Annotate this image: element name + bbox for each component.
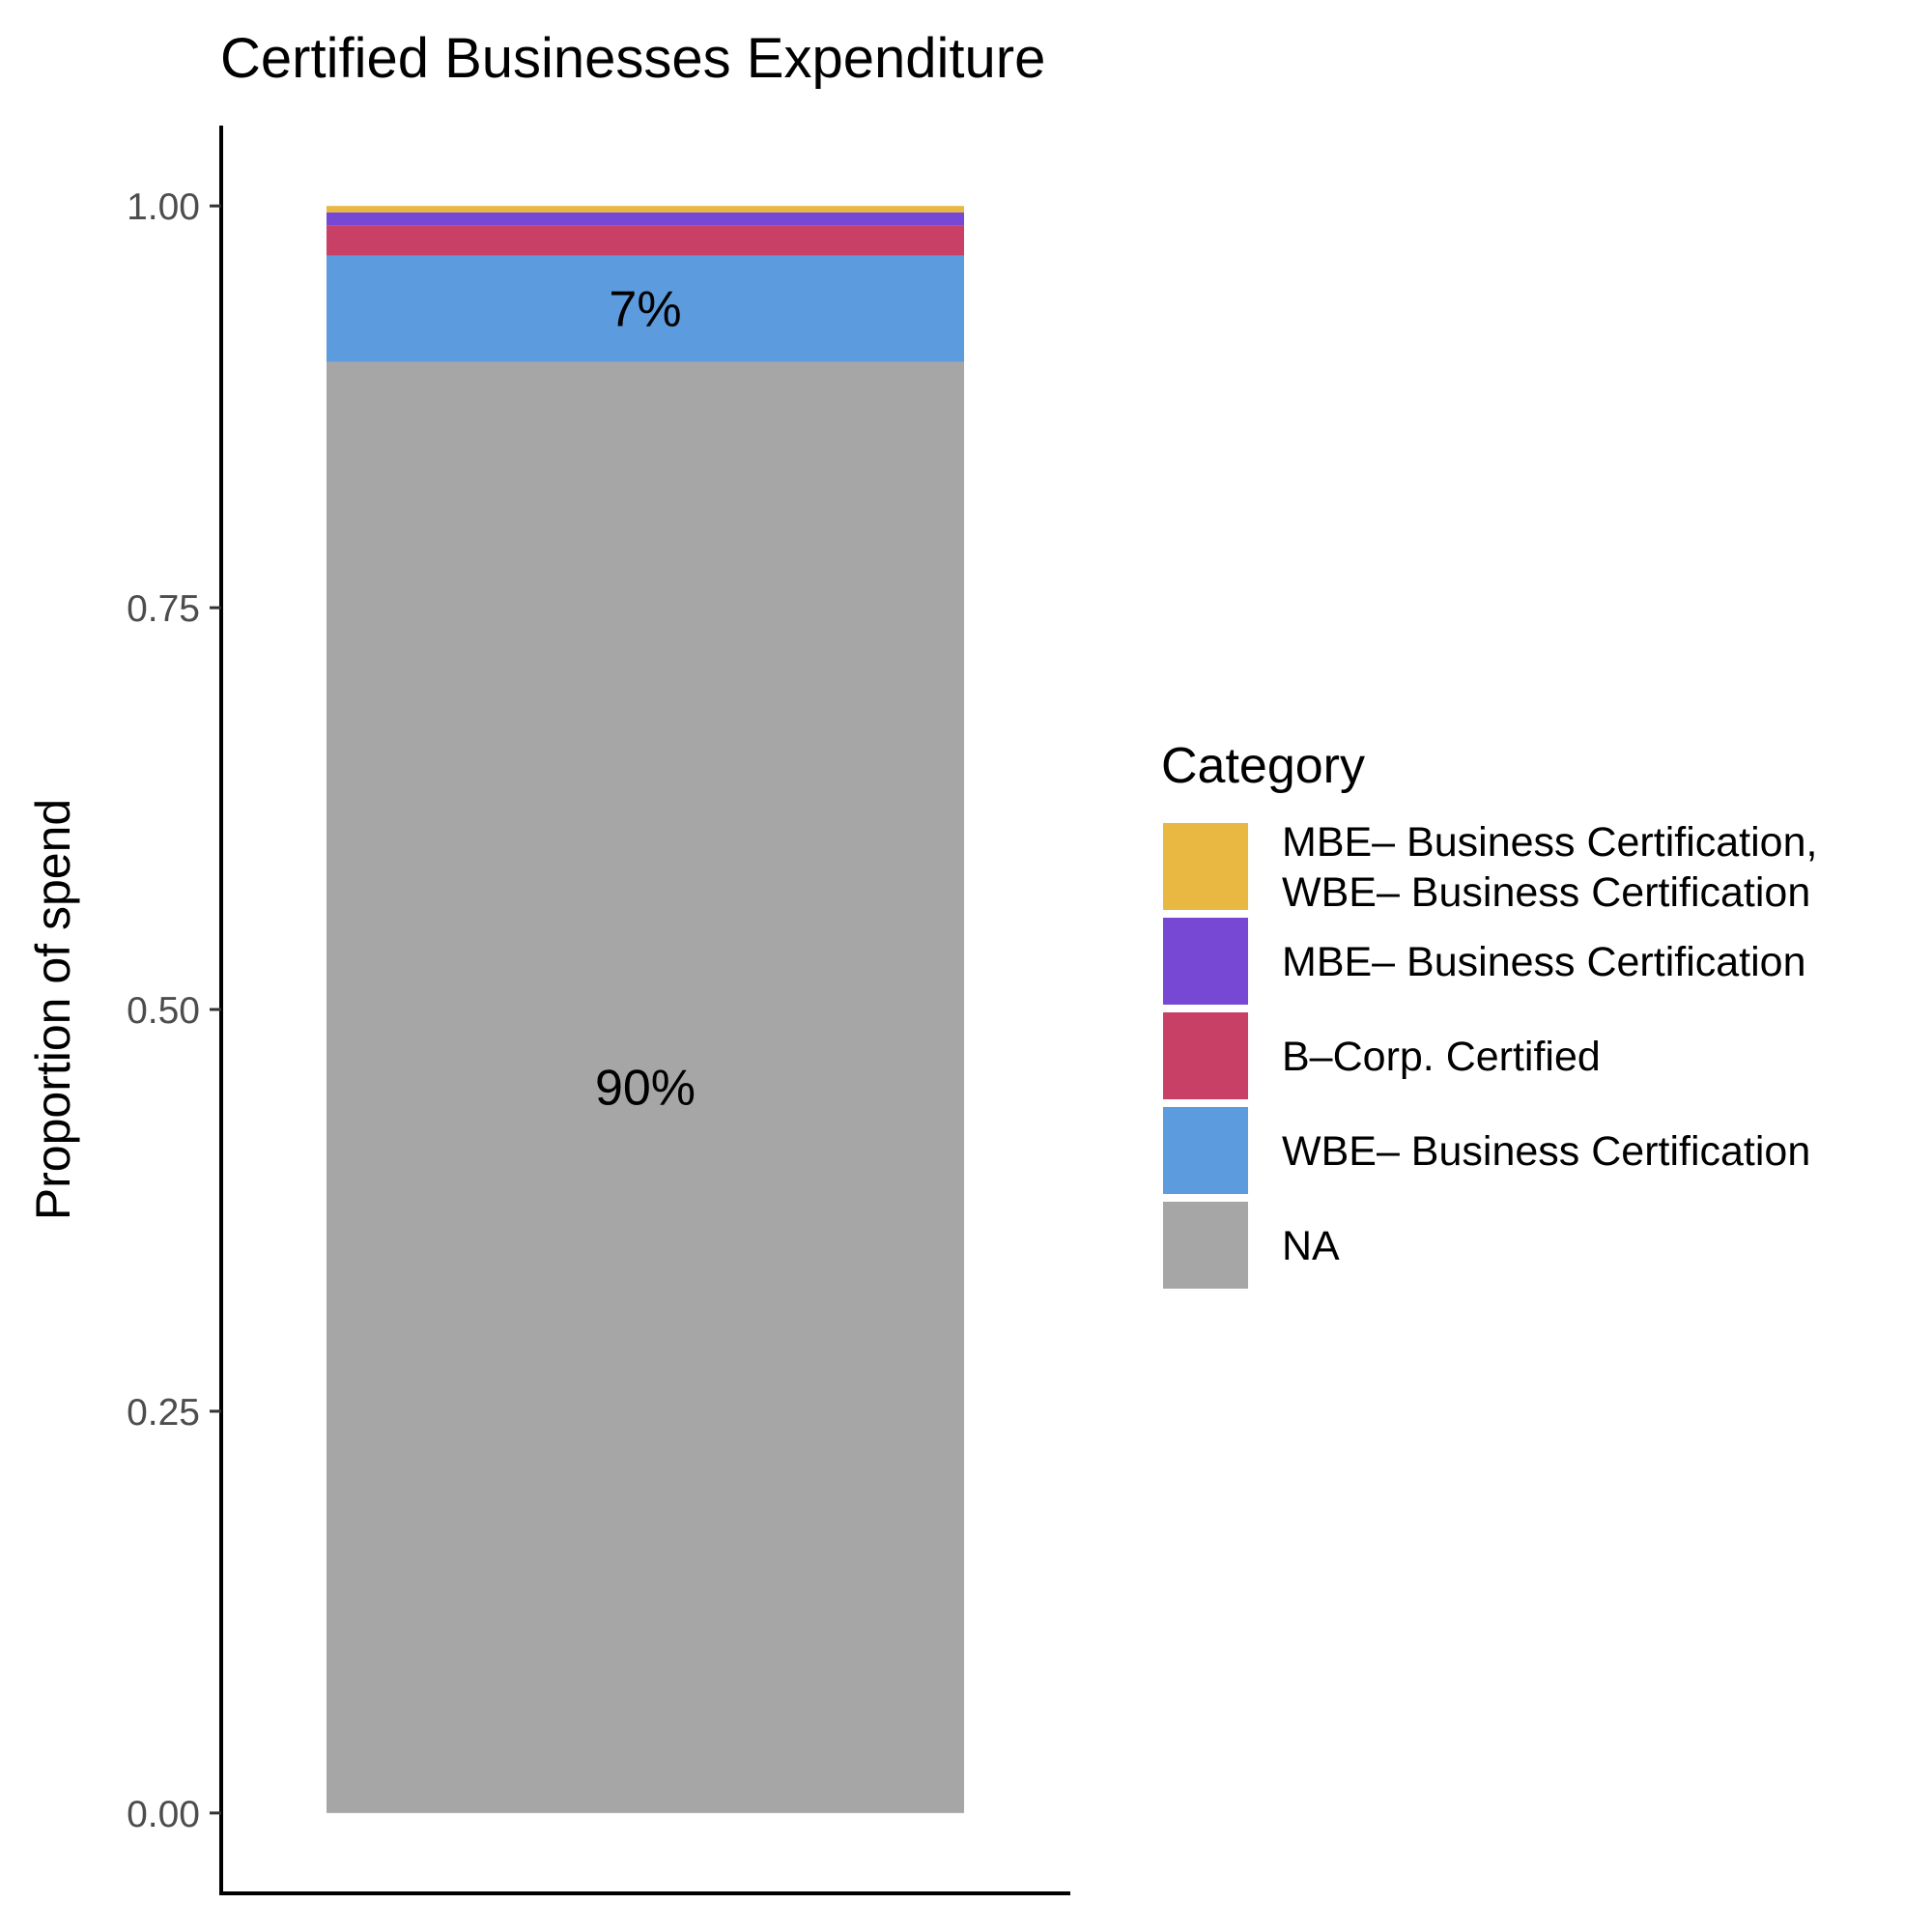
bar-segment-3 xyxy=(327,212,964,226)
y-tick-label-1: 0.25 xyxy=(127,1392,200,1434)
legend-label-2: B–Corp. Certified xyxy=(1282,1034,1601,1080)
data-label-1: 7% xyxy=(609,282,681,338)
y-tick-label-0: 0.00 xyxy=(127,1794,200,1835)
legend-key-4 xyxy=(1163,1202,1248,1289)
plot-area: 90% 7% xyxy=(327,206,964,1813)
legend-key-1 xyxy=(1163,918,1248,1005)
legend: Category MBE– Business Certification, WBE–… xyxy=(1161,738,1817,1289)
legend-label-4: NA xyxy=(1282,1223,1340,1269)
chart-title: Certified Businesses Expenditure xyxy=(220,27,1045,90)
legend-key-0 xyxy=(1163,823,1248,910)
legend-title: Category xyxy=(1161,738,1365,794)
bar-segment-4 xyxy=(327,206,964,213)
bar-segment-0 xyxy=(327,361,964,1813)
legend-label-3: WBE– Business Certification xyxy=(1282,1128,1810,1175)
legend-label-0: MBE– Business Certification, WBE– Busines… xyxy=(1282,819,1817,916)
y-axis: 0.00 0.25 0.50 0.75 1.00 xyxy=(127,126,1070,1895)
data-label-0: 90% xyxy=(595,1061,696,1117)
y-tick-label-3: 0.75 xyxy=(127,588,200,630)
legend-key-3 xyxy=(1163,1107,1248,1194)
y-tick-label-4: 1.00 xyxy=(127,186,200,228)
bar-segment-2 xyxy=(327,225,964,256)
legend-label-1: MBE– Business Certification xyxy=(1282,939,1806,985)
legend-key-2 xyxy=(1163,1012,1248,1099)
bar-segment-1 xyxy=(327,255,964,362)
y-tick-label-2: 0.50 xyxy=(127,990,200,1032)
y-axis-title: Proportion of spend xyxy=(26,799,80,1220)
